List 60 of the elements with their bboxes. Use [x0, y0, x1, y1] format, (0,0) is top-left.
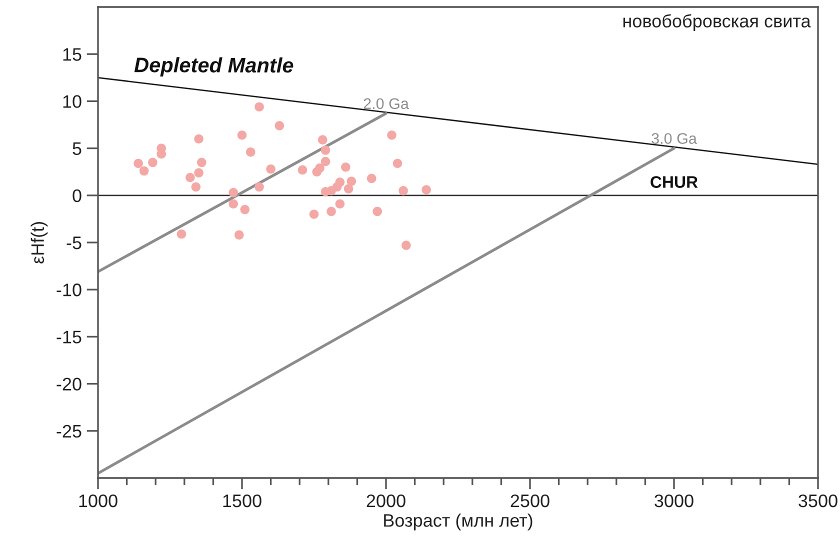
point	[398, 186, 408, 196]
y-tick-label: -10	[56, 284, 82, 296]
x-axis-title: Возраст (млн лет)	[384, 514, 532, 530]
x-tick-label: 2500	[510, 494, 550, 508]
x-tick-label: 1000	[79, 494, 118, 508]
point	[194, 168, 204, 178]
y-tick-label: -25	[56, 424, 82, 438]
point	[228, 188, 238, 198]
x-tick-label: 3000	[654, 494, 694, 508]
y-tick-label: -15	[56, 330, 82, 344]
series-label: 2.0 Ga	[364, 98, 409, 110]
series-label: 3.0 Ga	[652, 133, 697, 144]
y-axis-title: εHf(t)	[30, 222, 48, 264]
point	[197, 158, 206, 168]
point	[318, 135, 328, 144]
point	[366, 174, 376, 184]
point	[228, 199, 238, 209]
series-label: Depleted Mantle	[134, 57, 294, 77]
x-tick-label: 1500	[223, 494, 262, 508]
point	[309, 210, 319, 219]
point	[372, 206, 382, 216]
point	[134, 158, 143, 168]
annotation: новобобровская свита	[623, 14, 811, 32]
point	[186, 172, 195, 182]
point	[266, 164, 276, 174]
point	[320, 146, 330, 155]
point	[240, 204, 250, 214]
point	[344, 184, 354, 194]
y-tick-label: -5	[66, 236, 82, 250]
point	[341, 162, 350, 172]
point	[422, 185, 431, 194]
x-tick-label: 3500	[798, 494, 838, 508]
point	[274, 121, 284, 130]
point	[346, 176, 356, 186]
point	[387, 130, 396, 140]
point	[139, 166, 149, 176]
point	[246, 147, 256, 157]
point	[254, 182, 264, 192]
point	[234, 230, 244, 240]
y-tick-label: 0	[72, 189, 82, 202]
y-tick-label: -20	[56, 378, 82, 391]
point	[326, 206, 336, 216]
point	[315, 163, 324, 173]
ref-line-label: CHUR	[650, 176, 698, 188]
point	[237, 130, 247, 140]
point	[191, 182, 201, 192]
point	[176, 229, 186, 239]
point	[335, 178, 345, 187]
point	[392, 158, 402, 168]
point	[254, 102, 264, 112]
point	[402, 240, 411, 250]
point	[194, 134, 204, 144]
point	[335, 199, 345, 209]
y-tick-label: 5	[72, 142, 82, 156]
point	[148, 158, 158, 168]
x-tick-label: 2000	[366, 494, 406, 508]
point	[320, 156, 330, 166]
y-tick-label: 15	[63, 48, 82, 61]
point	[298, 165, 308, 175]
y-tick-label: 10	[63, 95, 82, 108]
